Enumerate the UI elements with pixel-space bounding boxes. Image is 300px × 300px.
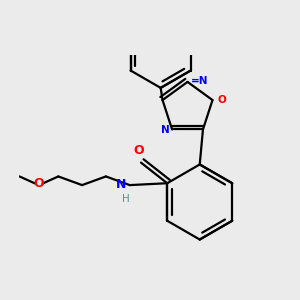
Text: O: O (217, 95, 226, 105)
Text: H: H (122, 194, 130, 205)
Text: O: O (134, 144, 144, 157)
Text: N: N (116, 178, 126, 191)
Text: N: N (160, 125, 169, 135)
Text: Cl: Cl (154, 0, 167, 1)
Text: O: O (34, 177, 44, 190)
Text: =N: =N (191, 76, 209, 86)
